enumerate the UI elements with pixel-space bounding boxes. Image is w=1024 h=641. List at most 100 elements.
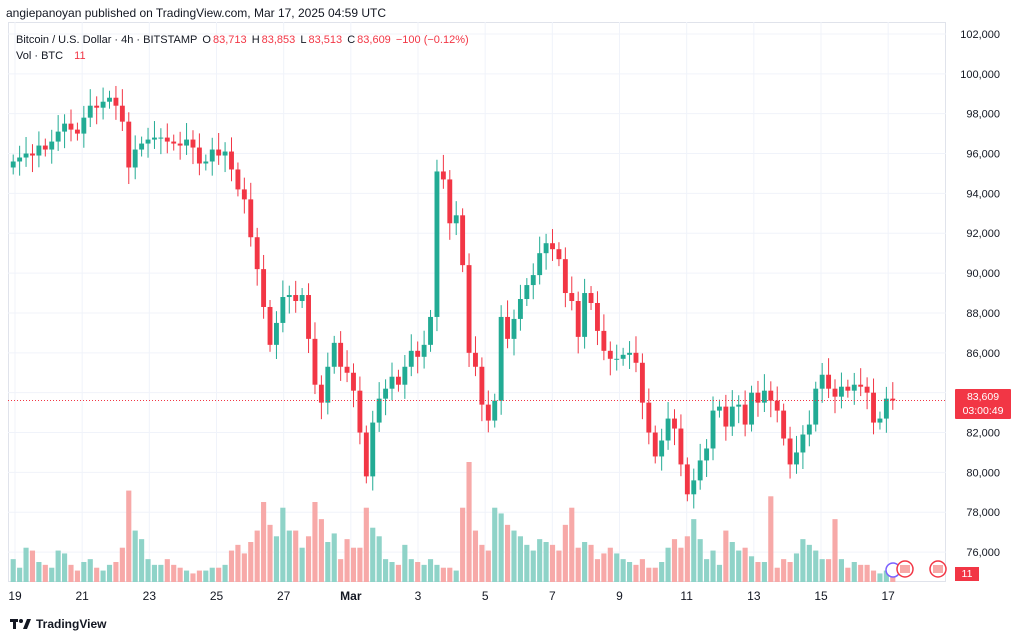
candle-body [331, 342, 337, 367]
low-label: L [300, 34, 307, 46]
volume-bar [421, 564, 427, 582]
volume-bar [479, 544, 485, 582]
candle-body [858, 384, 864, 387]
x-tick-label: 5 [482, 589, 489, 603]
candle-body [440, 171, 446, 180]
volume-bar [639, 559, 645, 582]
volume-bar [376, 536, 382, 582]
candle-body [652, 432, 658, 457]
candle-body [363, 432, 369, 477]
volume-bar [748, 556, 755, 582]
volume-bar [832, 519, 838, 582]
candle-body [883, 398, 889, 419]
symbol-label[interactable]: Bitcoin / U.S. Dollar · 4h · BITSTAMP [16, 34, 198, 46]
volume-bar [139, 539, 145, 582]
candle-body [119, 105, 125, 122]
volume-bar [877, 573, 883, 582]
volume-bar [761, 562, 767, 582]
candle-body [781, 410, 787, 439]
current-price-value: 83,609 [966, 391, 1000, 403]
candle-body [171, 141, 177, 144]
x-tick-label: Mar [340, 589, 362, 603]
volume-bar [755, 562, 761, 582]
volume-bar [370, 527, 376, 582]
y-tick-label: 88,000 [966, 308, 1000, 320]
volume-bar [55, 550, 61, 582]
candle-body [826, 374, 832, 389]
candle-body [415, 350, 421, 357]
candle-body [370, 422, 376, 477]
volume-bar [787, 562, 793, 582]
candle-body [389, 376, 395, 389]
candle-body [312, 338, 318, 385]
candle-body [68, 123, 74, 130]
change-value: −100 (−0.12%) [395, 34, 469, 46]
volume-bar [742, 547, 748, 582]
current-price-badge: 83,609 03:00:49 [955, 389, 1011, 419]
open-label: O [202, 34, 211, 46]
volume-bar [312, 502, 318, 582]
volume-bar [652, 567, 658, 582]
candle-body [164, 137, 170, 142]
volume-bar [864, 564, 870, 582]
y-tick-label: 100,000 [960, 69, 1000, 81]
volume-bar [768, 496, 774, 582]
candle-body [254, 237, 260, 270]
candle-body [704, 448, 710, 461]
volume-bar [87, 559, 93, 582]
candle-body [890, 398, 896, 401]
volume-bar [126, 490, 132, 582]
volume-bar [171, 564, 177, 582]
volume-bar [267, 524, 273, 582]
candle-body [537, 253, 543, 276]
candle-body [723, 406, 729, 427]
volume-bar [530, 550, 536, 582]
candle-body [813, 388, 819, 425]
x-tick-label: 7 [549, 589, 556, 603]
candle-body [408, 350, 414, 367]
volume-bar [447, 567, 453, 582]
candle-body [107, 97, 112, 102]
volume-bar [665, 547, 671, 582]
volume-bar [492, 507, 498, 582]
candle-body [274, 322, 279, 345]
volume-bar [626, 562, 633, 582]
candle-body [672, 418, 677, 429]
candle-body [627, 352, 632, 355]
volume-bar [549, 544, 556, 582]
candle-body [742, 404, 748, 425]
volume-bar [357, 547, 363, 582]
x-tick-label: 3 [415, 589, 422, 603]
candle-body [55, 131, 61, 142]
candle-body [607, 350, 613, 359]
candle-body [318, 384, 324, 403]
candle-body [845, 386, 851, 391]
candle-body [152, 137, 157, 140]
volume-bar [42, 564, 48, 582]
candle-body [344, 366, 350, 373]
event-icons[interactable] [885, 560, 947, 578]
candle-body [203, 161, 209, 164]
volume-bar [460, 507, 466, 582]
volume-bar [235, 544, 241, 582]
y-tick-label: 76,000 [966, 547, 1000, 559]
volume-bar [68, 564, 74, 582]
candle-body [556, 249, 562, 260]
volume-bar [49, 567, 55, 582]
candle-body [402, 366, 408, 385]
candle-body [235, 169, 241, 190]
volume-bar [819, 559, 825, 582]
candle-body [267, 306, 273, 345]
candle-body [864, 386, 870, 393]
candle-body [447, 179, 453, 224]
volume-bar [659, 562, 665, 582]
candle-body [639, 362, 645, 403]
candle-body [575, 301, 581, 337]
footer-brand[interactable]: TradingView [10, 617, 106, 631]
candle-body [787, 438, 793, 465]
volume-bar [293, 530, 299, 582]
candle-body [492, 400, 498, 421]
volume-bar [363, 507, 369, 582]
